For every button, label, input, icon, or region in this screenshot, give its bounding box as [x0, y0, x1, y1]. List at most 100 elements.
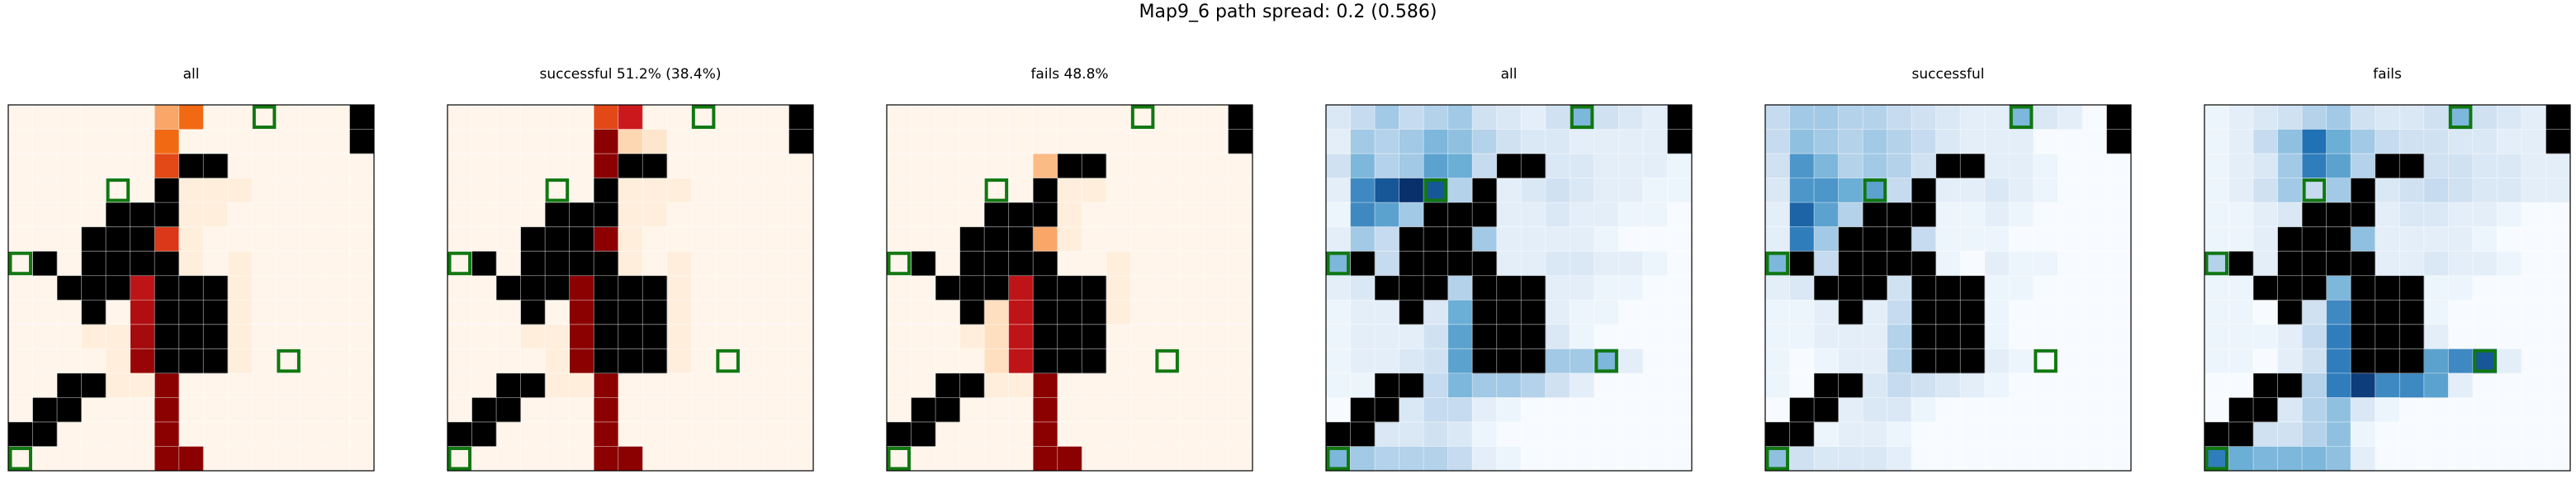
heat-cell: [2302, 105, 2327, 130]
heat-cell: [666, 349, 692, 374]
heat-cell: [1472, 446, 1498, 472]
wall-cell: [2228, 251, 2254, 277]
heat-cell: [569, 300, 594, 325]
heat-cell: [1863, 105, 1887, 130]
heat-cell: [1838, 421, 1863, 447]
wall-cell: [203, 349, 229, 374]
wall-cell: [1887, 226, 1912, 252]
heat-cell: [594, 226, 619, 252]
wall-cell: [984, 251, 1009, 277]
heat-cell: [1765, 446, 1790, 472]
heat-cell: [1447, 349, 1473, 374]
goal-marker: [545, 178, 570, 202]
heat-cell: [1789, 226, 1815, 252]
goal-marker: [1326, 446, 1351, 471]
heat-cell: [1935, 105, 1961, 130]
heat-cell: [2302, 324, 2327, 349]
heat-cell: [1960, 226, 1986, 252]
heat-cell: [1593, 154, 1619, 178]
wall-cell: [2228, 397, 2254, 423]
heat-cell: [618, 251, 643, 277]
heat-cell: [2302, 349, 2327, 374]
heat-cell: [1350, 275, 1376, 301]
heat-cell: [1008, 324, 1034, 349]
wall-cell: [935, 397, 960, 423]
heat-cell: [2228, 324, 2254, 349]
wall-cell: [2326, 226, 2351, 252]
heat-cell: [2375, 129, 2400, 154]
heat-cell: [1911, 154, 1937, 178]
heat-cell: [2009, 178, 2034, 203]
heat-cell: [2204, 275, 2229, 301]
heat-cell: [1399, 397, 1424, 423]
heat-cell: [1423, 105, 1448, 130]
heat-cell: [2253, 178, 2278, 203]
wall-cell: [2277, 251, 2303, 277]
heat-cell: [1447, 129, 1473, 154]
goal-marker: [887, 251, 912, 276]
heat-cell: [594, 105, 619, 130]
heat-cell: [1447, 421, 1473, 447]
heat-cell: [2351, 129, 2376, 154]
wall-cell: [1008, 226, 1034, 252]
heat-cell: [1863, 421, 1887, 447]
heat-cell: [1570, 372, 1595, 398]
heat-cell: [1521, 372, 1546, 398]
heat-cell: [1593, 251, 1619, 277]
heat-cell: [1838, 446, 1863, 472]
goal-marker: [1326, 251, 1351, 276]
heat-cell: [1887, 300, 1912, 325]
heat-cell: [2228, 349, 2254, 374]
heat-cell: [1008, 300, 1034, 325]
heat-cell: [1887, 349, 1912, 374]
heat-cell: [1423, 446, 1448, 472]
heat-cell: [1326, 446, 1351, 472]
goal-marker: [8, 446, 33, 471]
heat-cell: [2277, 397, 2303, 423]
wall-cell: [1960, 300, 1986, 325]
heat-cell: [2497, 154, 2522, 178]
wall-cell: [1838, 251, 1863, 277]
goal-marker: [1863, 178, 1887, 202]
heat-cell: [1375, 178, 1399, 203]
heat-cell: [1887, 275, 1912, 301]
heat-cell: [545, 349, 570, 374]
heat-cell: [1545, 105, 1570, 130]
wall-cell: [545, 226, 570, 252]
heat-cell: [2448, 349, 2474, 374]
wall-cell: [178, 300, 204, 325]
heat-cell: [2521, 154, 2546, 178]
heat-cell: [594, 446, 619, 472]
wall-cell: [1033, 251, 1058, 277]
heat-cell: [1984, 300, 2010, 325]
heat-cell: [2521, 105, 2546, 130]
wall-cell: [1960, 324, 1986, 349]
wall-cell: [959, 226, 985, 252]
heat-cell: [1375, 202, 1399, 227]
wall-cell: [178, 349, 204, 374]
wall-cell: [1228, 129, 1253, 154]
wall-cell: [2351, 251, 2376, 277]
heat-cell: [545, 324, 570, 349]
heat-cell: [1350, 202, 1376, 227]
heat-cell: [1496, 129, 1522, 154]
goal-marker: [1570, 105, 1594, 130]
heat-cell: [666, 300, 692, 325]
heat-cell: [1545, 178, 1570, 203]
wall-cell: [520, 251, 546, 277]
heat-cell: [1789, 105, 1815, 130]
wall-cell: [1911, 251, 1937, 277]
heat-cell: [1765, 349, 1790, 374]
heat-cell: [1570, 202, 1595, 227]
wall-cell: [618, 275, 643, 301]
wall-cell: [1350, 251, 1376, 277]
wall-cell: [1496, 154, 1522, 178]
heat-cell: [1887, 446, 1912, 472]
heat-cell: [666, 251, 692, 277]
heat-cell: [2399, 251, 2425, 277]
goal-marker: [984, 178, 1009, 202]
heat-cell: [1423, 154, 1448, 178]
heat-cell: [2497, 178, 2522, 203]
wall-cell: [984, 226, 1009, 252]
wall-cell: [935, 275, 960, 301]
